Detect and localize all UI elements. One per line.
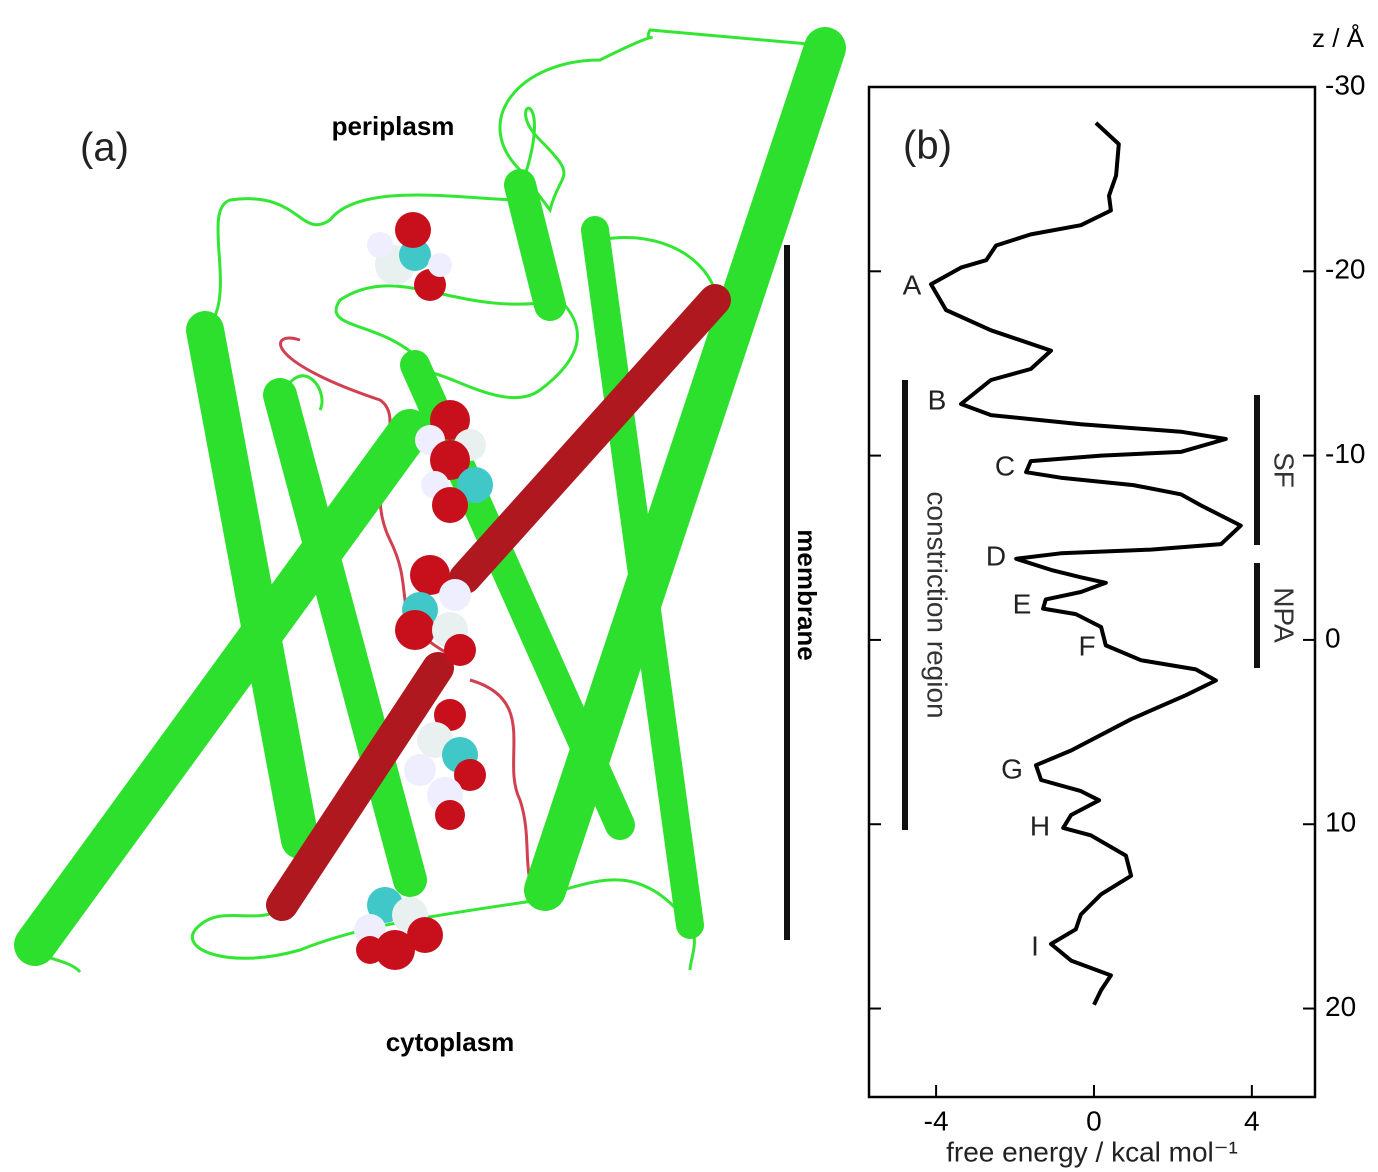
y-tick-label: -10 (1325, 438, 1365, 469)
minimum-label: F (1078, 630, 1095, 661)
helix (504, 169, 566, 321)
molecule (415, 400, 493, 523)
minimum-label: B (928, 384, 947, 415)
helix (14, 409, 431, 966)
helix (524, 27, 846, 911)
minimum-label: D (986, 540, 1006, 571)
y-tick-label: 0 (1325, 622, 1341, 653)
loop (203, 193, 521, 332)
x-tick-label: 4 (1244, 1105, 1260, 1136)
panel-label: (b) (903, 124, 952, 168)
x-tick-label: -4 (924, 1105, 949, 1136)
y-tick-label: 10 (1325, 807, 1356, 838)
y-tick-label: 20 (1325, 991, 1356, 1022)
cytoplasm-label: cytoplasm (386, 1027, 515, 1057)
molecule (395, 555, 476, 666)
minimum-label: G (1001, 753, 1023, 784)
y-tick-label: -30 (1325, 69, 1365, 100)
region-label: constriction region (922, 491, 953, 718)
loop (599, 235, 717, 291)
helix (186, 311, 319, 859)
panel-b: (b) z / Å free energy / kcal mol⁻¹ -4 0 4 -… (867, 23, 1365, 1167)
glycerol-molecules (354, 212, 493, 970)
loop (544, 878, 696, 971)
plot-frame (867, 85, 1317, 1099)
panel-label: (a) (80, 126, 129, 170)
minimum-label: H (1030, 810, 1050, 841)
molecule (404, 699, 486, 830)
membrane-label: membrane (792, 529, 822, 661)
y-axis-label: z / Å (1312, 23, 1365, 53)
red-helix (266, 652, 454, 921)
x-axis-label: free energy / kcal mol⁻¹ (946, 1136, 1238, 1167)
region-label: NPA (1269, 587, 1300, 643)
y-tick-label: -20 (1325, 254, 1365, 285)
minimum-label: E (1013, 588, 1032, 619)
red-loop (469, 678, 532, 881)
molecule (367, 212, 452, 301)
x-tick-label: 0 (1086, 1105, 1102, 1136)
minimum-label: C (995, 450, 1015, 481)
region-label: SF (1269, 452, 1300, 488)
molecule (354, 887, 443, 970)
red-helix (449, 284, 731, 594)
helix (263, 378, 427, 897)
minimum-label: A (903, 269, 922, 300)
protein-loops (33, 28, 821, 974)
panel-a: (a) periplasm cytoplasm membrane (14, 27, 846, 1057)
minimum-label: I (1031, 930, 1039, 961)
free-energy-curve (929, 121, 1243, 1006)
periplasm-label: periplasm (332, 111, 455, 141)
